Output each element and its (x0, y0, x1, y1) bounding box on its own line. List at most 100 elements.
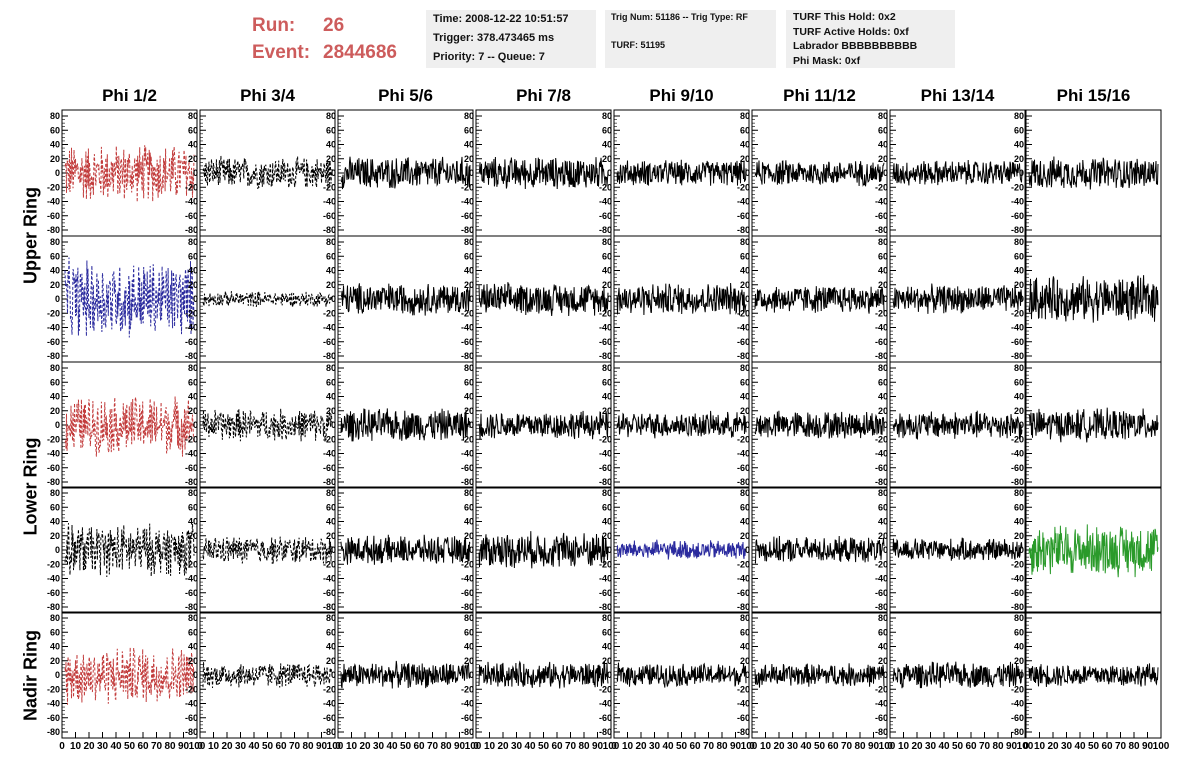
y-tick-label: -80 (875, 727, 888, 737)
y-tick-label: 40 (464, 517, 474, 527)
panel-frame (199, 611, 336, 739)
waveform-trace (616, 662, 747, 688)
y-tick-label: -80 (47, 727, 60, 737)
x-tick-label: 70 (979, 741, 991, 752)
y-tick-label: -80 (875, 351, 888, 361)
waveform-trace (64, 396, 195, 457)
x-tick-label: 70 (151, 741, 163, 752)
y-tick-label: 60 (326, 125, 336, 135)
y-tick-label: -20 (185, 308, 198, 318)
x-tick-label: 0 (1023, 741, 1029, 752)
y-tick-label: -20 (47, 434, 60, 444)
panel-r4-c5: -80 -60 -40 -20 0 20 40 60 80 (599, 486, 750, 614)
y-tick-label: -40 (875, 449, 888, 459)
y-tick-label: 60 (50, 377, 60, 387)
y-tick-label: -20 (323, 684, 336, 694)
y-tick-label: 40 (188, 642, 198, 652)
waveform-trace (616, 410, 747, 439)
x-tick-label: 10 (346, 741, 358, 752)
y-tick-label: 0 (193, 294, 198, 304)
y-tick-label: 40 (326, 517, 336, 527)
y-tick-label: -20 (185, 684, 198, 694)
waveform-trace (754, 410, 885, 439)
x-tick-label: 60 (965, 741, 977, 752)
y-tick-label: -40 (737, 449, 750, 459)
y-tick-label: -40 (323, 699, 336, 709)
y-tick-label: -20 (47, 308, 60, 318)
y-tick-label: -80 (875, 477, 888, 487)
y-tick-label: 60 (50, 627, 60, 637)
y-tick-label: 20 (878, 531, 888, 541)
y-tick-label: 40 (602, 517, 612, 527)
y-tick-label: 40 (50, 642, 60, 652)
y-tick-label: 20 (50, 406, 60, 416)
event-value: 2844686 (323, 42, 397, 63)
x-tick-label: 10 (1034, 741, 1046, 752)
y-tick-label: -60 (737, 588, 750, 598)
y-tick-label: -20 (875, 684, 888, 694)
y-tick-label: 80 (1014, 363, 1024, 373)
y-tick-label: 0 (469, 545, 474, 555)
y-tick-label: 20 (464, 280, 474, 290)
y-tick-label: -20 (599, 434, 612, 444)
y-tick-label: 60 (602, 377, 612, 387)
panel-r1-c1: -80 -60 -40 -20 0 20 40 60 80 (47, 109, 198, 237)
panel-r2-c1: -80 -60 -40 -20 0 20 40 60 80 (47, 235, 198, 363)
y-tick-label: 60 (326, 251, 336, 261)
x-tick-label: 50 (814, 741, 826, 752)
y-tick-label: -60 (737, 211, 750, 221)
y-tick-label: -60 (599, 463, 612, 473)
y-tick-label: -80 (461, 351, 474, 361)
y-tick-label: -40 (47, 449, 60, 459)
x-tick-label: 10 (208, 741, 220, 752)
y-tick-label: 40 (602, 266, 612, 276)
y-tick-label: 0 (745, 294, 750, 304)
y-tick-label: 80 (740, 613, 750, 623)
y-tick-label: -40 (737, 699, 750, 709)
x-tick-label: 20 (83, 741, 95, 752)
waveform-trace (754, 535, 885, 565)
panel-r2-c5: -80 -60 -40 -20 0 20 40 60 80 (599, 235, 750, 363)
turf-info-box: TURF This Hold: 0x2 TURF Active Holds: 0… (786, 10, 955, 68)
x-tick-label: 70 (703, 741, 715, 752)
x-tick-label: 50 (262, 741, 274, 752)
y-tick-label: 20 (740, 406, 750, 416)
y-tick-label: 0 (469, 670, 474, 680)
y-tick-label: -80 (737, 477, 750, 487)
y-tick-label: 80 (602, 111, 612, 121)
y-tick-label: 0 (55, 670, 60, 680)
event-label: Event: (252, 42, 311, 63)
waveform-trace (340, 660, 471, 689)
y-tick-label: 20 (740, 154, 750, 164)
y-tick-label: 0 (745, 420, 750, 430)
waveform-trace (1028, 275, 1159, 323)
y-tick-label: 80 (740, 237, 750, 247)
y-tick-label: -60 (323, 713, 336, 723)
y-tick-label: 40 (464, 392, 474, 402)
y-tick-label: 60 (188, 251, 198, 261)
event-row: Event: 2844686 (252, 39, 422, 66)
y-tick-label: -60 (875, 588, 888, 598)
y-tick-label: -40 (875, 323, 888, 333)
y-tick-label: 80 (464, 613, 474, 623)
x-tick-label: 90 (1006, 741, 1018, 752)
waveform-trace (616, 159, 747, 186)
y-tick-label: -80 (185, 351, 198, 361)
y-tick-label: 0 (469, 294, 474, 304)
y-tick-label: -80 (323, 225, 336, 235)
y-tick-label: 60 (878, 125, 888, 135)
waveform-trace (478, 660, 609, 689)
y-tick-label: 40 (50, 392, 60, 402)
x-tick-label: 20 (911, 741, 923, 752)
y-tick-label: 60 (1014, 627, 1024, 637)
y-tick-label: -20 (1011, 434, 1024, 444)
y-tick-label: 40 (1014, 140, 1024, 150)
y-tick-label: -40 (1011, 699, 1024, 709)
x-tick-label: 50 (676, 741, 688, 752)
trig-info-box: Trig Num: 51186 -- Trig Type: RF TURF: 5… (605, 10, 776, 68)
run-event-box: Run: 26 Event: 2844686 (252, 12, 422, 66)
y-tick-label: -40 (461, 449, 474, 459)
y-tick-label: 80 (602, 237, 612, 247)
y-tick-label: 80 (878, 488, 888, 498)
y-tick-label: 20 (602, 280, 612, 290)
